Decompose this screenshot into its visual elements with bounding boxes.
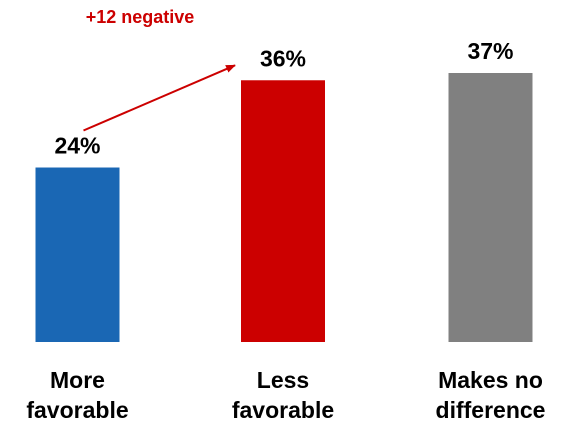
category-labels: More favorable Less favorable Makes no differ… (26, 367, 545, 423)
annotation-arrow (83, 64, 236, 132)
data-label-makes-no-difference: 37% (467, 38, 513, 64)
annotation-text: +12 negative (86, 7, 195, 27)
bar-makes-no-difference (448, 73, 533, 342)
category-label-less-favorable-line-2: favorable (232, 397, 334, 423)
category-label-more-favorable-line-1: More (50, 367, 105, 393)
category-label-makes-no-difference-line-1: Makes no (438, 367, 543, 393)
data-label-more-favorable: 24% (54, 133, 100, 159)
data-label-less-favorable: 36% (260, 45, 306, 71)
annotation: +12 negative (83, 7, 236, 132)
category-label-makes-no-difference-line-2: difference (436, 397, 546, 423)
category-label-less-favorable-line-1: Less (257, 367, 309, 393)
bar-more-favorable (35, 167, 120, 342)
category-label-more-favorable-line-2: favorable (26, 397, 128, 423)
data-labels: 24% 36% 37% (54, 38, 513, 159)
bars (35, 73, 533, 343)
bar-less-favorable (241, 80, 325, 343)
